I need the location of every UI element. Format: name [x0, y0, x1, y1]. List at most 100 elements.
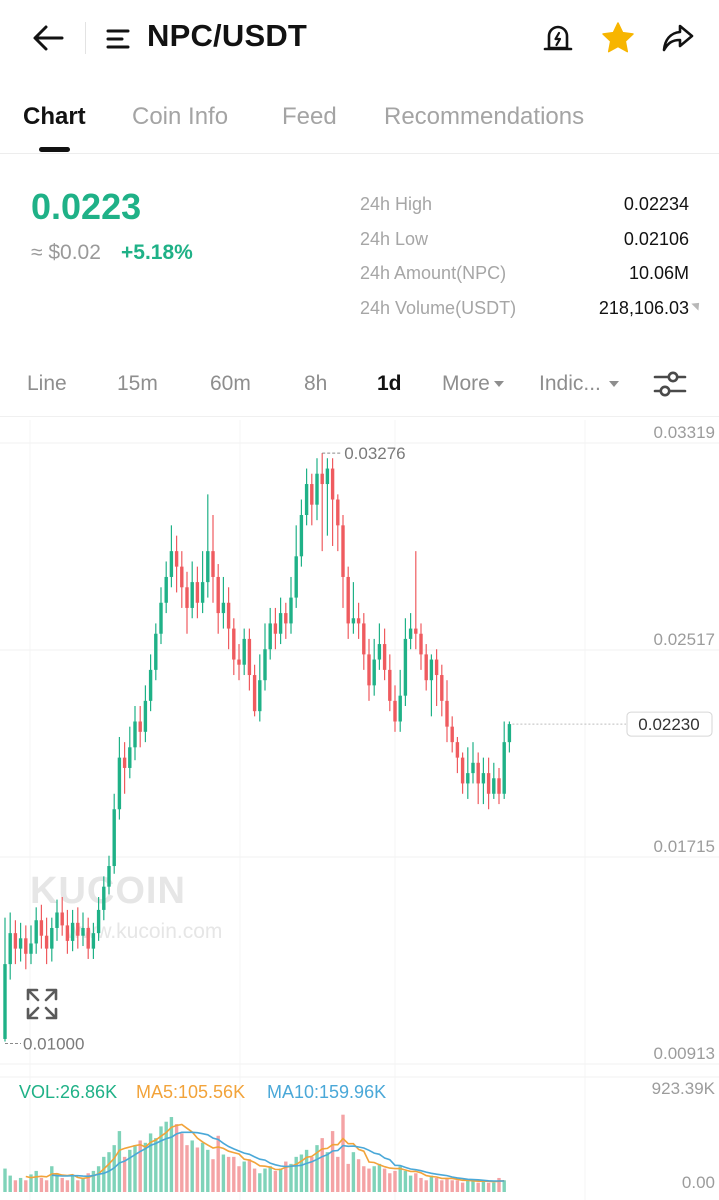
- candle-body: [154, 633, 158, 670]
- candle-body: [211, 551, 215, 577]
- tab-recommendations[interactable]: Recommendations: [384, 103, 585, 130]
- back-arrow-icon[interactable]: [28, 20, 68, 56]
- stat-value-volume: 218,106.03: [598, 298, 689, 318]
- volume-axis-max: 923.39K: [652, 1079, 716, 1098]
- volume-bar: [200, 1142, 205, 1192]
- volume-bar: [388, 1173, 392, 1192]
- volume-bar: [476, 1182, 480, 1192]
- indicators-dropdown[interactable]: Indic...: [539, 372, 619, 396]
- candle-body: [138, 721, 142, 732]
- candle-body: [263, 649, 267, 681]
- chart-grid: [0, 420, 719, 1200]
- volume-bar: [143, 1142, 148, 1192]
- volume-bar: [128, 1149, 132, 1192]
- volume-bar: [382, 1168, 387, 1192]
- price-tick-label: 0.01715: [654, 837, 715, 856]
- chart-settings-icon[interactable]: [651, 368, 689, 400]
- tab-chart[interactable]: Chart: [23, 103, 86, 130]
- interval-60m[interactable]: 60m: [210, 372, 251, 395]
- volume-bar: [408, 1175, 413, 1192]
- ma10-line: [51, 1131, 505, 1182]
- candle-body: [242, 638, 246, 665]
- candle-body: [268, 623, 272, 650]
- favorite-star-icon[interactable]: [600, 20, 636, 56]
- volume-bars: 923.39K 0.00: [3, 1079, 716, 1192]
- candle-body: [237, 659, 241, 665]
- candle-body: [190, 582, 194, 608]
- share-icon[interactable]: [660, 20, 696, 56]
- candle-body: [434, 659, 439, 676]
- candle-body: [200, 582, 205, 603]
- candle-body: [273, 623, 278, 634]
- volume-bar: [356, 1159, 361, 1192]
- stat-value-high: 0.02234: [623, 194, 689, 214]
- price-tick-label: 0.02517: [654, 630, 715, 649]
- tab-coin-info[interactable]: Coin Info: [132, 103, 229, 130]
- caret-down-icon: [608, 381, 619, 388]
- volume-bar: [414, 1173, 418, 1192]
- volume-bar: [460, 1182, 465, 1192]
- interval-line[interactable]: Line: [27, 372, 67, 395]
- volume-bar: [341, 1114, 345, 1192]
- volume-bar: [252, 1168, 257, 1192]
- volume-bar: [102, 1156, 106, 1192]
- volume-bar: [55, 1173, 59, 1192]
- volume-bar: [195, 1147, 200, 1192]
- volume-bar: [185, 1145, 189, 1192]
- candle-body: [310, 484, 314, 505]
- candle-body: [180, 566, 184, 588]
- interval-15m[interactable]: 15m: [117, 372, 158, 395]
- candle-body: [252, 675, 257, 712]
- tab-feed[interactable]: Feed: [282, 103, 337, 130]
- stat-value-amount: 10.06M: [628, 263, 689, 283]
- volume-bar: [393, 1170, 397, 1192]
- candlestick-chart[interactable]: 0.03276 0.01000 0.02230 0.03319 0.02517 0.01…: [0, 420, 719, 1200]
- pair-title[interactable]: NPC/USDT: [147, 18, 308, 53]
- fullscreen-expand-icon[interactable]: [24, 986, 60, 1022]
- candle-body: [502, 742, 506, 794]
- candle-body: [388, 669, 392, 701]
- candle-body: [169, 551, 174, 577]
- volume-bar: [284, 1161, 288, 1192]
- volume-bar: [486, 1182, 491, 1192]
- candle-body: [29, 943, 33, 954]
- volume-ma-lines: [25, 1123, 505, 1183]
- candle-body: [450, 726, 454, 743]
- candle-body: [455, 742, 460, 758]
- candle-body: [50, 927, 54, 949]
- volume-bar: [273, 1170, 278, 1192]
- candle-body: [65, 925, 70, 941]
- indicators-label: Indic...: [539, 372, 601, 395]
- candle-body: [476, 762, 480, 784]
- candle-body: [86, 927, 90, 949]
- volume-bar: [34, 1170, 38, 1192]
- more-intervals-dropdown[interactable]: More: [442, 372, 504, 396]
- interval-8h[interactable]: 8h: [304, 372, 328, 395]
- candle-body: [34, 920, 38, 944]
- volume-toggle-icon[interactable]: [691, 299, 703, 311]
- interval-1d[interactable]: 1d: [377, 372, 402, 395]
- candle-body: [320, 473, 324, 485]
- volume-bar: [226, 1156, 231, 1192]
- candle-body: [24, 938, 28, 954]
- volume-bar: [133, 1145, 137, 1192]
- menu-icon[interactable]: [104, 24, 134, 54]
- candle-body: [195, 582, 200, 603]
- ma5-line: [25, 1123, 505, 1183]
- candle-body: [258, 680, 262, 712]
- ma10-label: MA10:159.96K: [267, 1082, 387, 1102]
- candle-body: [55, 912, 59, 928]
- volume-bar: [164, 1121, 168, 1192]
- volume-bar: [122, 1156, 127, 1192]
- current-price-box: [626, 711, 713, 737]
- volume-bar: [492, 1182, 496, 1192]
- candle-body: [382, 644, 387, 670]
- candle-body: [325, 468, 330, 485]
- price-alert-icon[interactable]: [540, 20, 576, 56]
- volume-label: VOL:26.86K: [19, 1082, 118, 1102]
- candle-body: [507, 724, 512, 743]
- volume-bar: [70, 1175, 75, 1192]
- volume-bar: [440, 1180, 444, 1192]
- volume-bar: [138, 1140, 142, 1192]
- volume-bar: [50, 1166, 54, 1192]
